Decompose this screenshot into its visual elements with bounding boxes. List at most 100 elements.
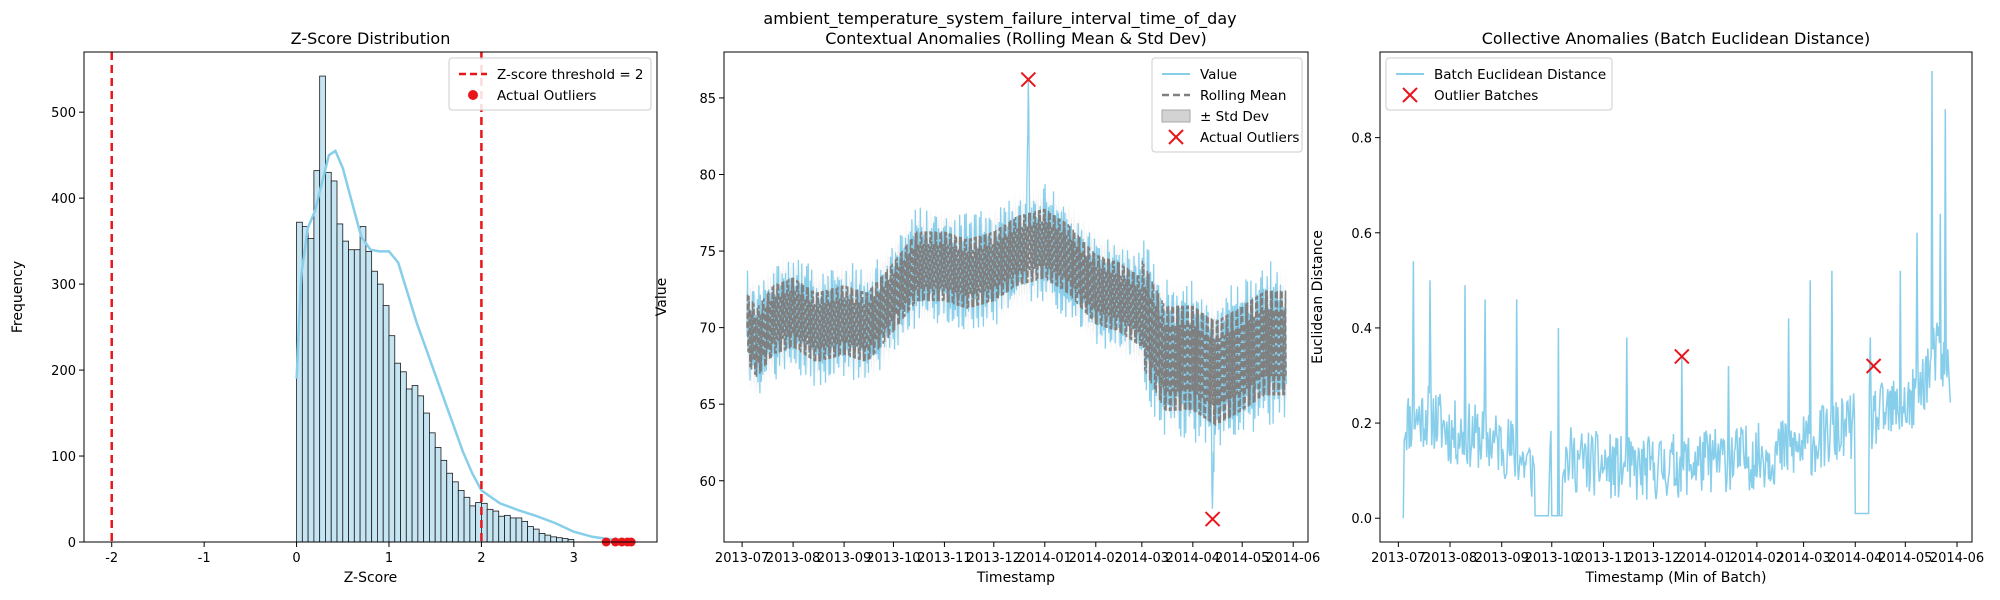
legend-label: Rolling Mean [1200,88,1286,104]
legend-label: Batch Euclidean Distance [1434,67,1606,83]
outlier-marker [1204,511,1221,527]
outlier-x-stroke [1865,358,1882,374]
legend: Value Rolling Mean ± Std Dev Actual Outlier… [1151,57,1303,153]
histogram-bar [446,472,453,543]
histogram-bar [348,249,355,543]
histogram-bar [382,305,390,543]
x-tick-label: 2013-09 [817,551,871,566]
histogram-bar [538,533,546,543]
legend-label: Z-score threshold = 2 [497,67,644,83]
histogram-bar [319,75,326,543]
batch-distance-line [1402,70,1952,519]
x-tick-label: 2 [477,551,485,566]
y-axis-label: Frequency [10,261,26,333]
axes-frame [1379,51,1973,543]
x-tick-label: 2013-10 [866,551,920,566]
panel-title: Collective Anomalies (Batch Euclidean Di… [1482,29,1871,48]
x-tick-label: 2013-12 [1626,551,1680,566]
x-tick-label: 2014-06 [1266,551,1320,566]
x-tick-label: 3 [570,551,578,566]
legend-label: ± Std Dev [1200,109,1269,125]
legend-frame [1151,57,1303,153]
x-tick-label: 2013-10 [1525,551,1579,566]
legend: Z-score threshold = 2 Actual Outliers [448,57,652,111]
histogram-bar [561,538,569,543]
histogram-bar [434,447,442,543]
histogram-bar [556,537,563,543]
histogram-bar [405,388,413,543]
x-tick-label: 2014-03 [1115,551,1169,566]
x-tick-label: 2013-07 [1371,551,1425,566]
outlier-marker [1865,358,1882,374]
legend-label: Actual Outliers [497,88,596,104]
histogram-bar [452,481,459,543]
histogram-bar [388,335,396,543]
legend-swatch-patch [1161,109,1191,123]
outlier-x-stroke [1402,87,1418,103]
histogram-bar [411,385,419,543]
histogram-bar [330,180,338,543]
x-tick-label: 2014-02 [1069,551,1123,566]
y-tick-label: 70 [699,322,716,337]
panel-title: Contextual Anomalies (Rolling Mean & Std… [825,29,1207,48]
x-tick-label: 2014-02 [1730,551,1784,566]
histogram-bar [336,223,344,543]
x-tick-label: 2013-08 [1423,551,1477,566]
histogram-bar [417,395,425,543]
x-tick-label: 2013-09 [1475,551,1529,566]
legend: Batch Euclidean Distance Outlier Batches [1385,57,1613,111]
histogram-bar [400,371,407,543]
histogram-bar [532,528,540,543]
y-tick-label: 0.4 [1351,322,1372,337]
x-tick-label: -1 [198,551,211,566]
y-tick-label: 0.8 [1351,132,1372,147]
x-tick-label: 2013-11 [917,551,971,566]
x-axis-label: Timestamp [976,570,1055,586]
y-tick-label: 0.2 [1351,417,1372,432]
histogram-bar [515,517,523,543]
legend-label: Outlier Batches [1434,88,1538,104]
histogram-bar [492,510,500,543]
y-tick-label: 200 [51,364,76,379]
x-tick-label: 2014-05 [1215,551,1269,566]
x-tick-label: 2014-04 [1828,551,1882,566]
histogram-bar [469,505,477,543]
y-tick-label: 80 [699,169,716,184]
legend-swatch-x [1402,87,1418,103]
y-tick-label: 0.0 [1351,512,1372,527]
x-axis-label: Z-Score [344,570,398,586]
x-tick-label: 1 [385,551,393,566]
histogram-bar [359,226,367,543]
outlier-x-stroke [1020,71,1037,88]
x-tick-label: 2014-03 [1776,551,1830,566]
histogram-bar [423,412,430,543]
y-tick-label: 0.6 [1351,227,1372,242]
outlier-marker [1674,348,1690,365]
x-tick-label: 2013-08 [766,551,820,566]
panel-title: Z-Score Distribution [291,29,451,48]
x-tick-label: 2014-01 [1678,551,1732,566]
histogram-bar [527,526,534,543]
y-axis-label: Value [654,278,670,316]
histogram-bar [313,170,321,543]
legend-swatch-x [1168,129,1184,145]
y-axis-label: Euclidean Distance [1310,230,1326,364]
histogram-bar [371,270,378,543]
histogram-bar [463,496,471,543]
y-tick-label: 100 [51,450,76,465]
x-tick-label: 2014-01 [1018,551,1072,566]
outlier-marker [1020,71,1037,88]
histogram-bar [342,240,349,543]
histogram-bar [307,238,315,543]
x-tick-label: 2013-12 [967,551,1021,566]
y-tick-label: 75 [699,245,716,260]
x-tick-label: 2014-04 [1166,551,1220,566]
y-tick-label: 65 [699,398,716,413]
x-tick-label: 0 [292,551,300,566]
figure-suptitle: ambient_temperature_system_failure_inter… [763,9,1236,29]
x-tick-label: 2014-06 [1930,551,1984,566]
rolling-mean-line [746,208,1287,426]
axes-frame [83,51,658,543]
histogram-bar [377,283,384,543]
